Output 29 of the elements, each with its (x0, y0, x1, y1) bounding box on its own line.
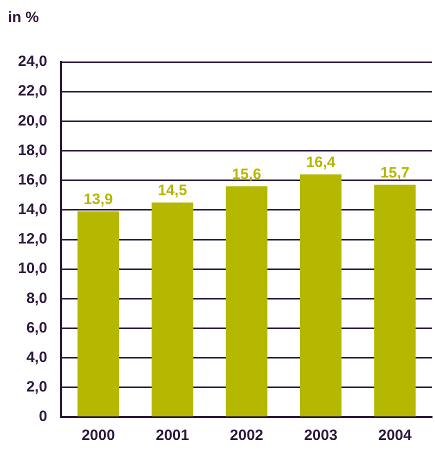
y-tick-label: 8,0 (26, 290, 48, 307)
y-tick-label: 12,0 (18, 230, 48, 248)
y-tick-label: 20,0 (18, 112, 48, 130)
x-tick-label: 2002 (230, 427, 264, 444)
y-axis-title: in % (8, 9, 39, 26)
bar (152, 202, 194, 416)
bar (374, 184, 416, 416)
bar (78, 211, 120, 416)
data-label: 13,9 (84, 191, 113, 208)
data-label: 16,4 (306, 154, 336, 172)
y-tick-label: 24,0 (18, 53, 48, 70)
bar (226, 186, 268, 416)
y-tick-label: 16,0 (18, 171, 48, 188)
y-tick-label: 22,0 (18, 82, 48, 100)
x-tick-label: 2003 (304, 427, 338, 444)
y-tick-label: 14,0 (18, 201, 48, 218)
x-tick-label: 2004 (378, 427, 412, 444)
y-tick-label: 2,0 (26, 378, 48, 396)
x-tick-label: 2001 (156, 427, 190, 444)
y-tick-label: 4,0 (26, 348, 48, 366)
data-label: 15,6 (232, 166, 262, 183)
x-tick-label: 2000 (82, 427, 115, 444)
y-tick-label: 18,0 (18, 142, 48, 159)
y-tick-label: 6,0 (26, 319, 48, 336)
data-label: 15,7 (380, 164, 410, 182)
bar (300, 174, 342, 416)
y-tick-label: 0 (38, 408, 48, 426)
y-tick-label: 10,0 (18, 260, 48, 278)
data-label: 14,5 (158, 182, 188, 200)
